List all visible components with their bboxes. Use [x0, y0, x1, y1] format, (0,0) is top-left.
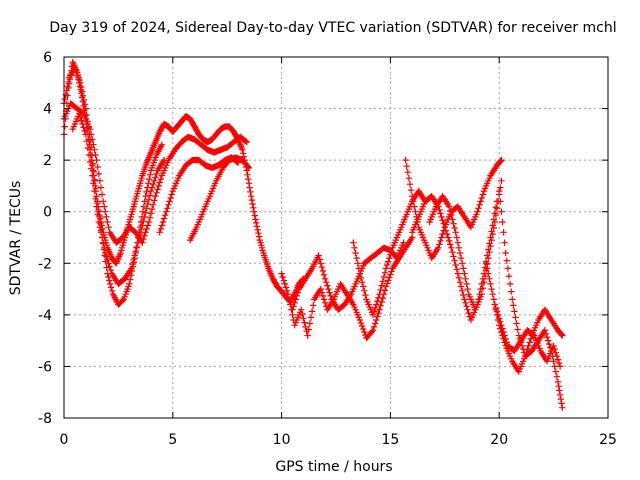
series-markers [491, 301, 564, 370]
x-axis-title: GPS time / hours [275, 459, 392, 475]
data-series [60, 59, 566, 411]
series-sat-track-14 [496, 187, 566, 411]
series-sat-track-9 [350, 187, 429, 319]
series-markers [496, 187, 566, 411]
grid [64, 57, 608, 418]
series-sat-track-13 [482, 260, 566, 375]
y-axis-title: SDTVAR / TECUs [8, 181, 24, 296]
series-sat-track-1 [60, 59, 307, 306]
x-tick-label: 5 [168, 432, 177, 448]
y-tick-label: 6 [43, 50, 52, 66]
series-sat-track-5 [187, 154, 253, 244]
series-sat-track-6 [156, 154, 242, 236]
x-tick-label: 0 [60, 432, 69, 448]
series-markers [156, 154, 242, 236]
y-tick-label: -6 [38, 359, 52, 375]
series-markers [69, 110, 168, 288]
x-tick-label: 15 [381, 432, 399, 448]
y-tick-label: 2 [43, 153, 52, 169]
x-tick-label: 25 [599, 432, 617, 448]
series-markers [482, 260, 566, 375]
y-tick-label: -8 [38, 411, 52, 427]
series-sat-track-12 [426, 177, 505, 313]
series-sat-track-15 [491, 301, 564, 370]
series-markers [60, 64, 166, 308]
series-markers [187, 154, 253, 244]
y-tick-label: 0 [43, 205, 52, 221]
y-tick-label: -2 [38, 256, 52, 272]
series-markers [426, 177, 505, 313]
series-markers [350, 187, 429, 319]
axis-ticks: 0 5 10 15 20 25 -8 -6 -4 -2 0 2 4 6 [38, 50, 617, 448]
plot-frame [63, 56, 609, 419]
y-tick-label: -4 [38, 308, 52, 324]
x-tick-label: 10 [273, 432, 291, 448]
series-markers [278, 234, 416, 342]
x-tick-label: 20 [490, 432, 508, 448]
series-sat-track-4 [69, 110, 168, 288]
series-sat-track-7 [278, 234, 416, 342]
series-markers [60, 59, 307, 306]
chart-title: Day 319 of 2024, Sidereal Day-to-day VTE… [49, 20, 616, 36]
y-tick-label: 4 [43, 102, 52, 118]
series-sat-track-3 [60, 64, 166, 308]
